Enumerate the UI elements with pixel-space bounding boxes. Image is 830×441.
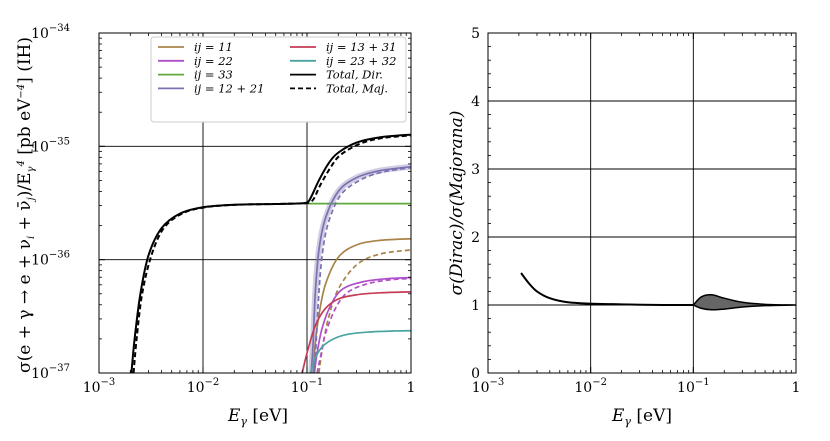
series-band-ij-12-21 [308, 163, 411, 373]
right-y-tick-label: 1 [471, 298, 480, 314]
left-y-axis-label: σ(e + γ → e + νi + ν̄j)/Eγ4 [pb eV−4] (I… [15, 37, 37, 373]
right-y-axis-label: σ(Dirac)/σ(Majorana) [447, 111, 467, 296]
legend-label-ij-11: ij = 11 [194, 40, 233, 54]
left-panel: 10−3 10−2 10−1 1 10−37 10−36 10−35 10−34 ij = 1… [15, 23, 415, 428]
series-line-ij-22 [313, 276, 411, 373]
legend-label-total-maj: Total, Maj. [326, 81, 388, 95]
right-y-tick-label: 0 [471, 366, 480, 382]
series-line-ij-13-31 [301, 291, 411, 373]
right-x-tick-label: 10−1 [677, 377, 710, 396]
legend-label-ij-23-32: ij = 23 + 32 [326, 54, 396, 68]
right-x-tick-label: 10−3 [472, 377, 505, 396]
ratio-band [692, 294, 796, 311]
right-y-tick-label: 4 [471, 94, 480, 110]
left-x-tick-label: 10−2 [187, 377, 220, 396]
right-gridlines [488, 33, 796, 373]
right-y-tick-label: 2 [471, 230, 480, 246]
series-line-ij-12-21 [310, 165, 411, 373]
legend-label-ij-22: ij = 22 [194, 54, 233, 68]
left-x-axis-label: Eγ [eV] [227, 406, 288, 428]
left-x-tick-label: 10−3 [83, 377, 116, 396]
right-panel: 10−3 10−2 10−1 1 0 1 2 3 4 5 Eγ [eV] σ(Dirac)/σ(M… [447, 26, 800, 428]
series-line-ij-23-32 [309, 329, 411, 373]
left-y-tick-label: 10−36 [31, 250, 70, 269]
legend-label-ij-13-31: ij = 13 + 31 [326, 40, 396, 54]
left-axes-frame [98, 32, 412, 374]
right-series-group [520, 272, 796, 311]
right-x-axis-label: Eγ [eV] [611, 406, 672, 428]
right-x-tick-label: 1 [792, 380, 801, 396]
left-y-tick-label: 10−35 [31, 136, 70, 155]
legend-frame [150, 36, 407, 123]
left-y-tick-label: 10−37 [31, 363, 70, 382]
series-line-ij-11 [312, 237, 411, 373]
left-series-group [130, 133, 411, 373]
right-ticks: 10−3 10−2 10−1 1 0 1 2 3 4 5 [471, 26, 800, 396]
left-y-tick-label: 10−34 [31, 23, 70, 42]
series-line-total-maj [132, 134, 411, 373]
left-x-tick-label: 10−1 [291, 377, 324, 396]
right-axes-frame [487, 32, 797, 374]
series-line-ij-22-maj [316, 277, 411, 373]
right-y-tick-label: 5 [471, 26, 480, 42]
legend-label-ij-33: ij = 33 [194, 68, 233, 82]
series-line-ratio [520, 272, 694, 307]
legend-label-ij-12-21: ij = 12 + 21 [194, 81, 264, 95]
legend-label-total-dir: Total, Dir. [326, 68, 383, 82]
right-x-tick-label: 10−2 [574, 377, 607, 396]
left-ticks: 10−3 10−2 10−1 1 10−37 10−36 10−35 10−34 [31, 23, 415, 396]
left-x-tick-label: 1 [407, 380, 416, 396]
right-y-tick-label: 3 [471, 162, 480, 178]
